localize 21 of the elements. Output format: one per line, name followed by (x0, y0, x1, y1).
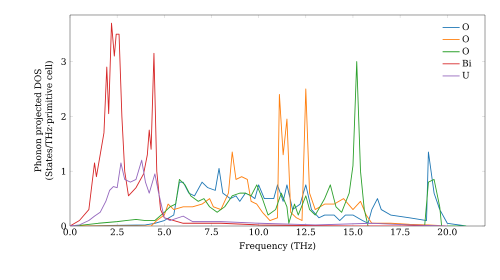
x-tick-label: 17.5 (391, 228, 410, 236)
legend-label: U (462, 72, 470, 79)
legend-label: O (462, 23, 469, 30)
y-tick-label: 0 (61, 222, 66, 230)
x-tick-label: 12.5 (296, 228, 316, 236)
x-tick-label: 20.0 (438, 228, 457, 236)
y-tick-label: 3 (61, 58, 66, 65)
legend-label: O (462, 36, 469, 42)
y-axis-title: Phonon projected DOS (States/THz·primitive cell) (34, 61, 54, 180)
x-axis-title: Frequency (THz) (240, 242, 316, 251)
legend-label: O (462, 48, 469, 54)
x-tick-label: 15.0 (344, 228, 362, 236)
y-tick-label: 1 (62, 168, 66, 175)
x-tick-label: 10.0 (250, 228, 268, 236)
y-tick-label: 2 (61, 113, 66, 120)
x-tick-label: 5.0 (158, 228, 171, 236)
line-series (70, 160, 448, 226)
legend-label: Bi (462, 60, 472, 66)
x-tick-label: 7.5 (205, 228, 218, 236)
x-tick-label: 0.0 (63, 228, 77, 236)
x-tick-label: 2.5 (110, 228, 124, 236)
